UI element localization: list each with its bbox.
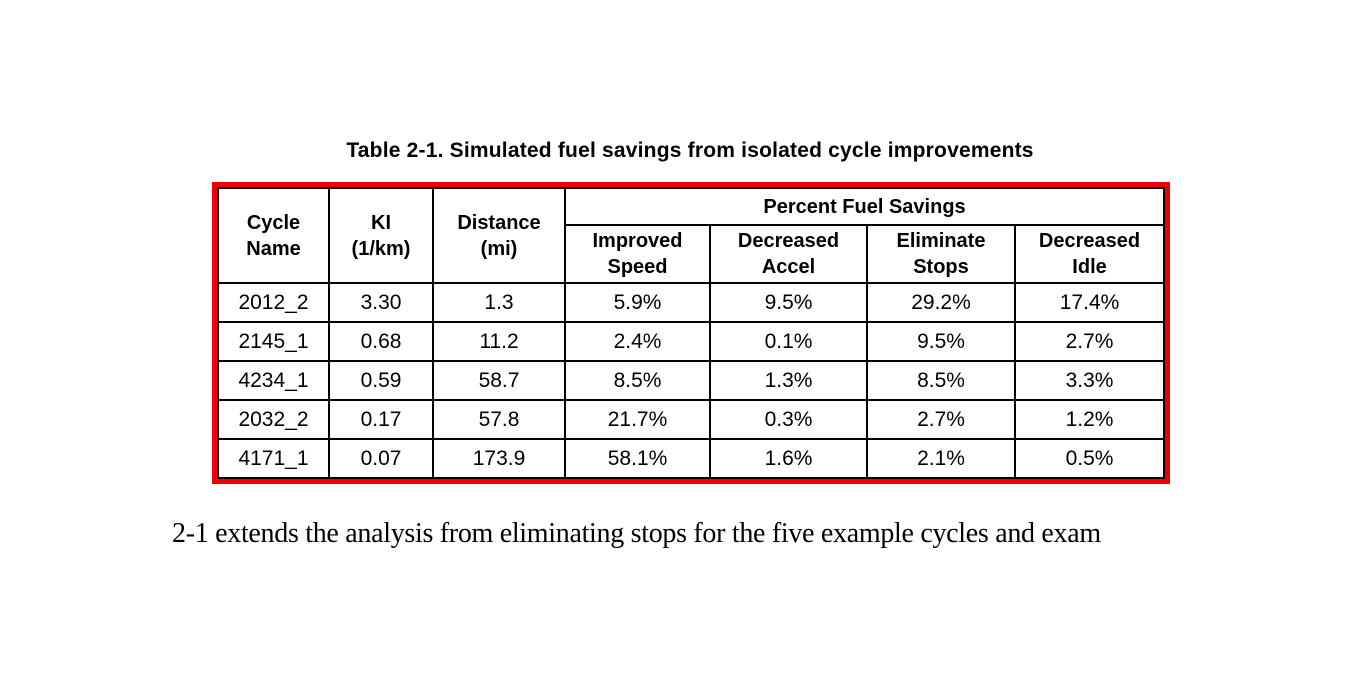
- table-cell: 2.7%: [1013, 321, 1166, 362]
- table-cell: 0.59: [328, 360, 434, 401]
- col-header-distance: Distance (mi): [432, 187, 566, 284]
- body-text: 2-1 extends the analysis from eliminatin…: [172, 518, 1101, 549]
- table-cell: 11.2: [432, 321, 566, 362]
- table-cell: 2.4%: [564, 321, 711, 362]
- col-header-eliminate-stops: Eliminate Stops: [866, 224, 1016, 284]
- table-row: 4234_1 0.59 58.7 8.5% 1.3% 8.5% 3.3%: [217, 360, 1166, 401]
- table-cell: 57.8: [432, 399, 566, 440]
- table-cell: 8.5%: [564, 360, 711, 401]
- table-row: 2012_2 3.30 1.3 5.9% 9.5% 29.2% 17.4%: [217, 282, 1166, 323]
- table-cell: 1.3%: [709, 360, 868, 401]
- table-row: 4171_1 0.07 173.9 58.1% 1.6% 2.1% 0.5%: [217, 438, 1166, 479]
- col-header-decreased-accel: Decreased Accel: [709, 224, 868, 284]
- table-cell: 21.7%: [564, 399, 711, 440]
- table-highlight-border: Cycle Name KI (1/km) Distance (mi) Perce…: [212, 182, 1171, 484]
- table-caption: Table 2-1. Simulated fuel savings from i…: [346, 139, 1034, 162]
- col-header-decreased-idle: Decreased Idle: [1013, 224, 1166, 284]
- table-cell: 0.68: [328, 321, 434, 362]
- table-cell: 2032_2: [217, 399, 330, 440]
- table-cell: 0.17: [328, 399, 434, 440]
- table-cell: 9.5%: [709, 282, 868, 323]
- table-cell: 0.5%: [1013, 438, 1166, 479]
- header-row-sub: Improved Speed Decreased Accel Eliminate…: [218, 224, 1166, 284]
- col-header-ki: KI (1/km): [328, 187, 434, 284]
- table-cell: 9.5%: [866, 321, 1016, 362]
- col-header-improved-speed: Improved Speed: [564, 224, 711, 284]
- fuel-savings-table: Cycle Name KI (1/km) Distance (mi) Perce…: [217, 187, 1166, 479]
- table-cell: 17.4%: [1013, 282, 1166, 323]
- table-cell: 4234_1: [217, 360, 330, 401]
- table-cell: 2012_2: [217, 282, 330, 323]
- table-row: 2032_2 0.17 57.8 21.7% 0.3% 2.7% 1.2%: [217, 399, 1166, 440]
- table-cell: 58.1%: [564, 438, 711, 479]
- table-cell: 0.1%: [709, 321, 868, 362]
- table-cell: 173.9: [432, 438, 566, 479]
- table-cell: 0.07: [328, 438, 434, 479]
- header-row-group: Cycle Name KI (1/km) Distance (mi) Perce…: [217, 187, 1166, 284]
- table-row: 2145_1 0.68 11.2 2.4% 0.1% 9.5% 2.7%: [217, 321, 1166, 362]
- table-cell: 2.1%: [866, 438, 1016, 479]
- table-cell: 4171_1: [217, 438, 330, 479]
- table-cell: 0.3%: [709, 399, 868, 440]
- table-cell: 8.5%: [866, 360, 1016, 401]
- table-cell: 3.30: [328, 282, 434, 323]
- table-cell: 2145_1: [217, 321, 330, 362]
- table-cell: 2.7%: [866, 399, 1016, 440]
- table-cell: 5.9%: [564, 282, 711, 323]
- table-cell: 3.3%: [1013, 360, 1166, 401]
- table-cell: 1.2%: [1013, 399, 1166, 440]
- table-cell: 1.3: [432, 282, 566, 323]
- table-cell: 1.6%: [709, 438, 868, 479]
- col-header-cycle-name: Cycle Name: [217, 187, 330, 284]
- group-header-percent-fuel-savings: Percent Fuel Savings: [563, 187, 1166, 226]
- table-cell: 58.7: [432, 360, 566, 401]
- table-cell: 29.2%: [866, 282, 1016, 323]
